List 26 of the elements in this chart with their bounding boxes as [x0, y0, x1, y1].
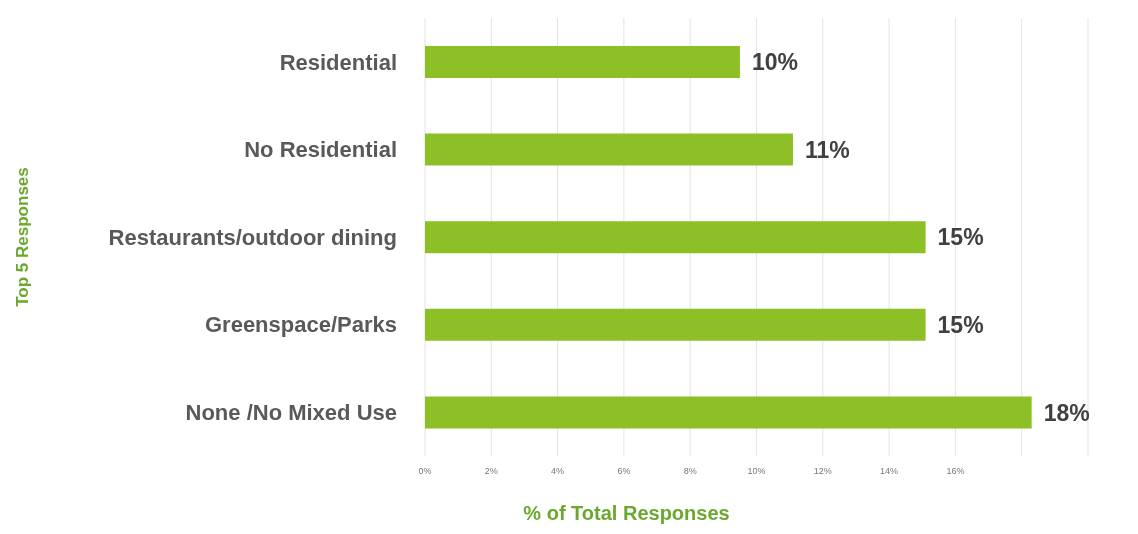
- y-tick-label: Residential: [279, 49, 397, 75]
- bar: [425, 308, 926, 341]
- y-tick-label: No Residential: [244, 137, 397, 163]
- x-tick-label: 2%: [484, 466, 498, 477]
- bar: [425, 46, 740, 78]
- bar: [425, 396, 1032, 429]
- x-tick-label: 10%: [747, 466, 766, 477]
- y-tick-label: Restaurants/outdoor dining: [108, 224, 397, 250]
- x-tick-label: 8%: [683, 466, 697, 477]
- data-label: 18%: [1043, 399, 1090, 426]
- bar: [425, 221, 926, 254]
- bar: [425, 133, 793, 166]
- data-label: 10%: [751, 49, 798, 76]
- y-tick-label: Greenspace/Parks: [204, 312, 397, 338]
- data-label: 15%: [937, 311, 984, 338]
- x-tick-label: 0%: [418, 466, 432, 477]
- y-axis-title: Top 5 Responses: [13, 167, 33, 307]
- data-label: 11%: [804, 136, 850, 163]
- x-tick-label: 16%: [946, 466, 965, 477]
- x-tick-label: 4%: [551, 466, 565, 477]
- x-tick-label: 12%: [813, 466, 832, 477]
- x-axis-title: % of Total Responses: [523, 502, 730, 524]
- y-tick-label: None /No Mixed Use: [185, 400, 397, 426]
- x-tick-label: 14%: [880, 466, 899, 477]
- data-label: 15%: [937, 224, 984, 251]
- x-tick-label: 6%: [617, 466, 631, 477]
